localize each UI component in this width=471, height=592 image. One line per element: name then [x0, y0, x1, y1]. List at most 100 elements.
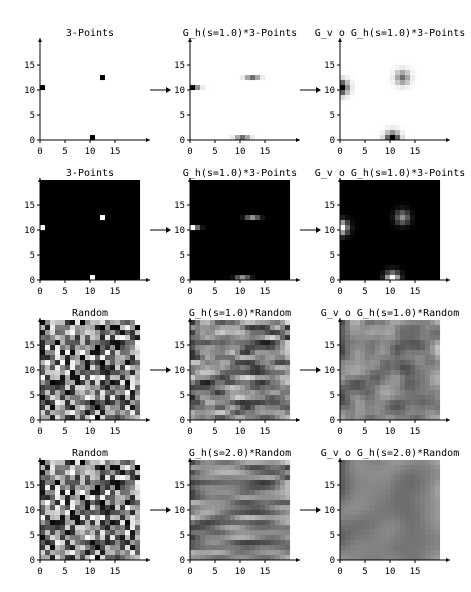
heatmap-cell: [135, 55, 141, 61]
heatmap-cell: [410, 255, 416, 261]
heatmap-cell: [230, 135, 236, 141]
heatmap-cell: [225, 380, 231, 386]
heatmap-cell: [230, 550, 236, 556]
heatmap-cell: [200, 525, 206, 531]
heatmap-cell: [135, 125, 141, 131]
heatmap-cell: [135, 365, 141, 371]
heatmap-cell: [55, 200, 61, 206]
heatmap-cell: [285, 55, 291, 61]
heatmap-cell: [95, 275, 101, 281]
heatmap-cell: [420, 485, 426, 491]
heatmap-cell: [235, 55, 241, 61]
heatmap-cell: [255, 250, 261, 256]
heatmap-cell: [380, 190, 386, 196]
heatmap-cell: [350, 50, 356, 56]
heatmap-cell: [200, 415, 206, 421]
heatmap-cell: [250, 545, 256, 551]
heatmap-cell: [60, 210, 66, 216]
heatmap-cell: [265, 530, 271, 536]
heatmap-cell: [355, 490, 361, 496]
heatmap-cell: [50, 555, 56, 561]
heatmap-cell: [40, 360, 46, 366]
heatmap-cell: [45, 510, 51, 516]
heatmap-cell: [190, 80, 196, 86]
heatmap-cell: [265, 505, 271, 511]
heatmap-cell: [435, 490, 441, 496]
heatmap-cell: [265, 320, 271, 326]
heatmap-cell: [265, 495, 271, 501]
heatmap-cell: [245, 550, 251, 556]
heatmap-cell: [240, 225, 246, 231]
heatmap-cell: [340, 475, 346, 481]
heatmap-cell: [115, 390, 121, 396]
heatmap-cell: [200, 395, 206, 401]
heatmap-cell: [215, 75, 221, 81]
heatmap-cell: [380, 180, 386, 186]
heatmap-cell: [255, 510, 261, 516]
heatmap-cell: [265, 110, 271, 116]
heatmap-cell: [70, 395, 76, 401]
y-tick-label: 15: [324, 341, 335, 351]
heatmap-cell: [405, 270, 411, 276]
heatmap-cell: [245, 260, 251, 266]
y-tick-label: 5: [330, 251, 335, 261]
heatmap-cell: [275, 255, 281, 261]
heatmap-cell: [215, 490, 221, 496]
y-tick-label: 15: [174, 61, 185, 71]
heatmap-cell: [375, 80, 381, 86]
heatmap-cell: [205, 190, 211, 196]
heatmap-cell: [260, 70, 266, 76]
heatmap-cell: [345, 85, 351, 91]
heatmap-cell: [195, 70, 201, 76]
heatmap-cell: [215, 110, 221, 116]
heatmap-cell: [40, 50, 46, 56]
heatmap-cell: [190, 530, 196, 536]
heatmap-cell: [90, 360, 96, 366]
heatmap-cell: [345, 505, 351, 511]
heatmap-cell: [375, 370, 381, 376]
heatmap-cell: [365, 90, 371, 96]
heatmap-cell: [100, 50, 106, 56]
heatmap-cell: [125, 530, 131, 536]
heatmap-cell: [355, 110, 361, 116]
heatmap-cell: [245, 380, 251, 386]
heatmap-cell: [435, 70, 441, 76]
heatmap-cell: [365, 245, 371, 251]
heatmap-cell: [270, 75, 276, 81]
heatmap-cell: [50, 125, 56, 131]
heatmap-cell: [395, 510, 401, 516]
heatmap-cell: [65, 400, 71, 406]
heatmap-cell: [90, 90, 96, 96]
heatmap-cell: [350, 520, 356, 526]
heatmap-cell: [100, 500, 106, 506]
heatmap-cell: [120, 510, 126, 516]
y-tick-label: 5: [180, 531, 185, 541]
heatmap-cell: [285, 95, 291, 101]
heatmap-cell: [105, 525, 111, 531]
heatmap-cell: [105, 510, 111, 516]
heatmap-cell: [370, 125, 376, 131]
panel-title: Random: [72, 308, 108, 319]
heatmap-cell: [40, 115, 46, 121]
y-tick-label: 0: [30, 136, 35, 146]
heatmap-cell: [215, 515, 221, 521]
heatmap-cell: [55, 530, 61, 536]
heatmap-cell: [65, 125, 71, 131]
heatmap-cell: [420, 130, 426, 136]
heatmap-cell: [285, 190, 291, 196]
heatmap-cell: [75, 125, 81, 131]
heatmap-cell: [55, 80, 61, 86]
heatmap-cell: [360, 360, 366, 366]
heatmap-cell: [215, 505, 221, 511]
heatmap-cell: [425, 345, 431, 351]
heatmap-cell: [105, 260, 111, 266]
heatmap-cell: [250, 515, 256, 521]
heatmap-cell: [400, 365, 406, 371]
heatmap-cell: [250, 95, 256, 101]
heatmap-cell: [260, 375, 266, 381]
heatmap-cell: [265, 105, 271, 111]
heatmap-cell: [280, 525, 286, 531]
heatmap-cell: [415, 50, 421, 56]
heatmap-cell: [280, 230, 286, 236]
